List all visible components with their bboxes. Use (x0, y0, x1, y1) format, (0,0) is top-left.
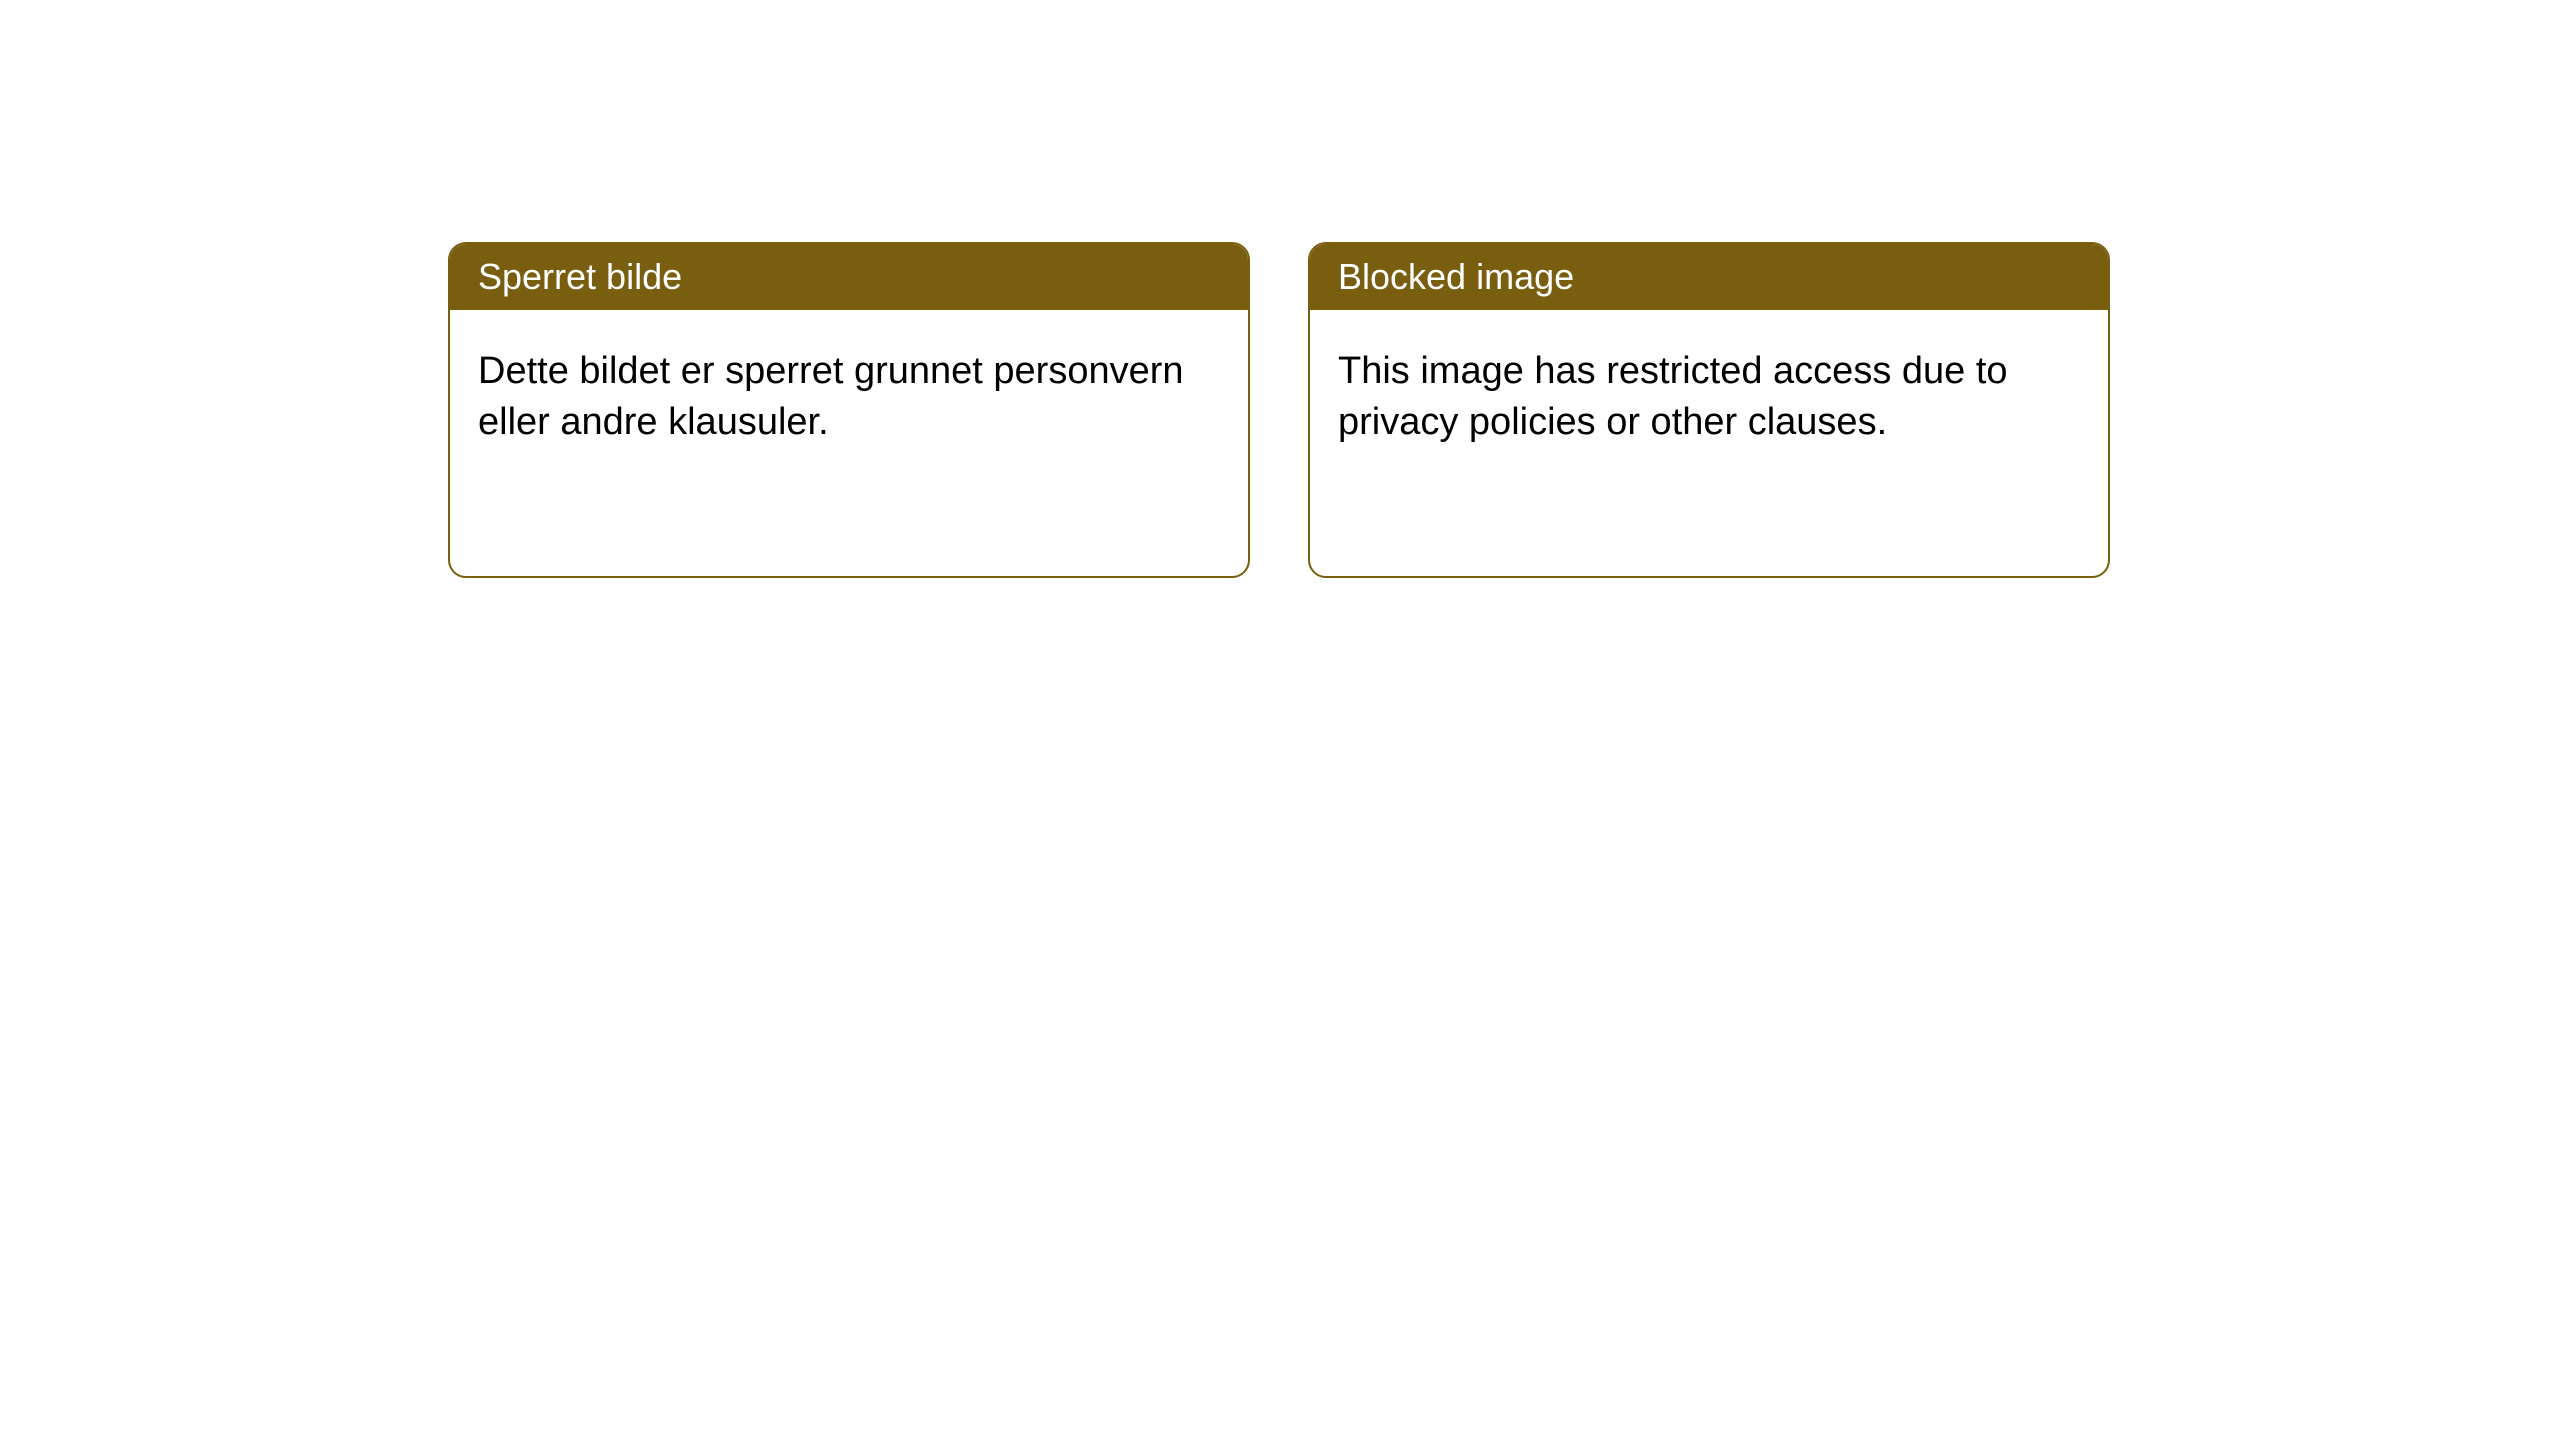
notice-card-norwegian: Sperret bilde Dette bildet er sperret gr… (448, 242, 1250, 578)
card-body: This image has restricted access due to … (1310, 310, 2108, 485)
card-header: Sperret bilde (450, 244, 1248, 310)
card-title: Blocked image (1338, 256, 1574, 297)
notice-card-english: Blocked image This image has restricted … (1308, 242, 2110, 578)
card-title: Sperret bilde (478, 256, 682, 297)
card-body-text: This image has restricted access due to … (1338, 350, 2008, 443)
notice-cards-container: Sperret bilde Dette bildet er sperret gr… (0, 0, 2560, 578)
card-body: Dette bildet er sperret grunnet personve… (450, 310, 1248, 485)
card-body-text: Dette bildet er sperret grunnet personve… (478, 350, 1184, 443)
card-header: Blocked image (1310, 244, 2108, 310)
